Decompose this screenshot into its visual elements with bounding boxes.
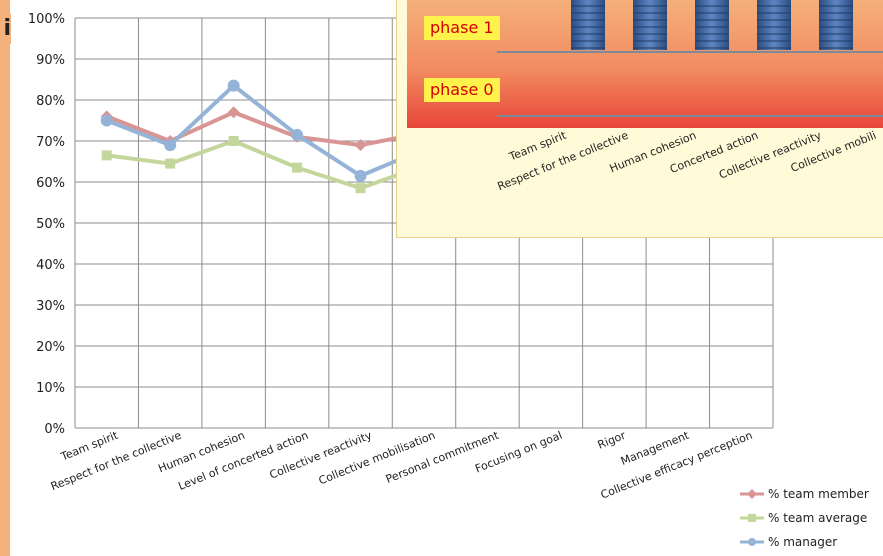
- legend-marker: [748, 538, 756, 546]
- data-point: [228, 106, 240, 118]
- y-tick-label: 50%: [36, 217, 65, 232]
- y-tick-label: 0%: [44, 422, 65, 437]
- y-tick-label: 30%: [36, 299, 65, 314]
- data-point: [291, 129, 303, 141]
- legend-marker: [748, 514, 756, 522]
- legend-label: % team average: [768, 511, 867, 525]
- data-point: [292, 163, 302, 173]
- data-point: [165, 159, 175, 169]
- x-tick-label: Collective mobilisation: [317, 429, 437, 488]
- inset-bar: [633, 0, 667, 50]
- y-tick-label: 10%: [36, 381, 65, 396]
- y-tick-label: 70%: [36, 135, 65, 150]
- inset-phase-chart: Team spirit Respect for the collective Hum…: [396, 0, 883, 238]
- x-tick-label: Rigor: [596, 429, 628, 452]
- inset-bar: [757, 0, 791, 50]
- y-tick-label: 80%: [36, 94, 65, 109]
- data-point: [356, 183, 366, 193]
- inset-bar: [695, 0, 729, 50]
- y-tick-label: 100%: [28, 12, 65, 27]
- data-point: [102, 150, 112, 160]
- data-point: [355, 170, 367, 182]
- phase-1-label: phase 1: [424, 16, 500, 40]
- y-tick-label: 60%: [36, 176, 65, 191]
- inset-bar: [571, 0, 605, 50]
- y-tick-label: 90%: [36, 53, 65, 68]
- inset-bar: [819, 0, 853, 50]
- x-tick-label: Personal commitment: [384, 428, 501, 485]
- legend-label: % team member: [768, 487, 869, 501]
- phase-0-label: phase 0: [424, 78, 500, 102]
- data-point: [229, 136, 239, 146]
- legend-label: % manager: [768, 535, 837, 549]
- y-tick-label: 20%: [36, 340, 65, 355]
- data-point: [228, 80, 240, 92]
- data-point: [164, 139, 176, 151]
- legend-marker: [747, 489, 757, 499]
- y-tick-label: 40%: [36, 258, 65, 273]
- data-point: [101, 115, 113, 127]
